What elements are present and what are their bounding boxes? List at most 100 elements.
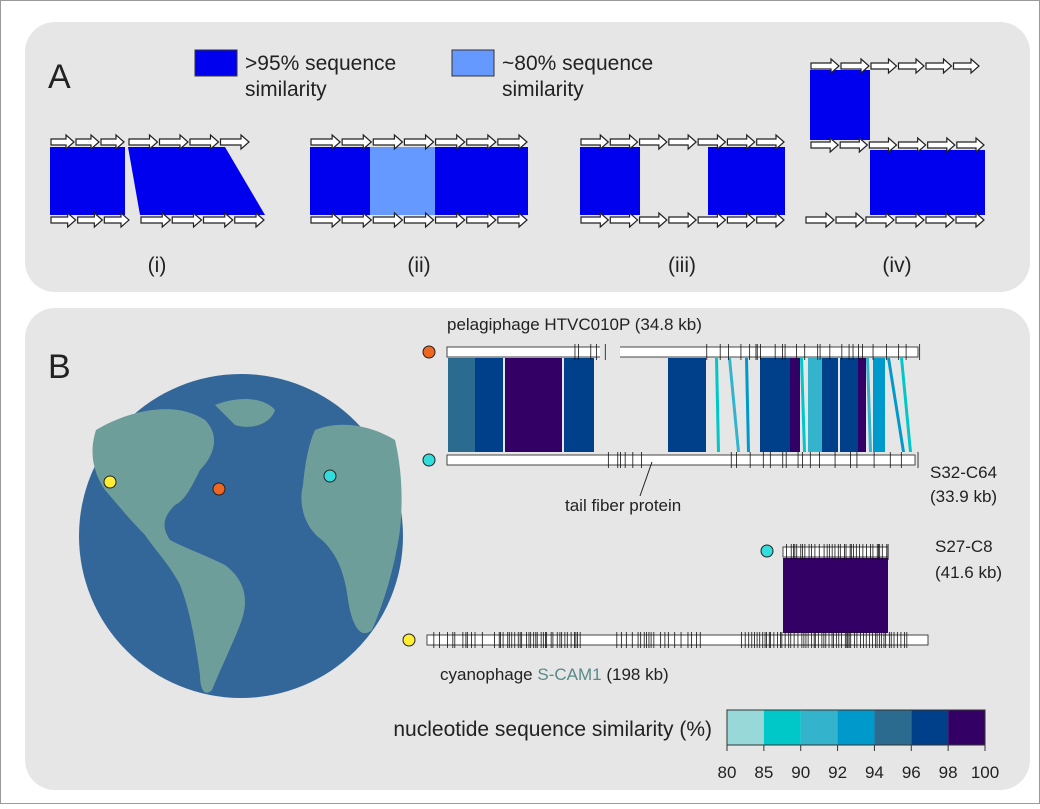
legend-text: ~80% sequence — [502, 52, 653, 75]
colorbar-tick-label: 92 — [828, 763, 847, 782]
homology-block — [760, 358, 790, 452]
gene-arrow — [868, 136, 898, 154]
homology-block — [435, 147, 528, 215]
gene-arrow — [895, 211, 925, 229]
gene-arrow — [756, 211, 785, 229]
case-label: (i) — [148, 254, 167, 277]
gene-arrow — [609, 133, 639, 151]
homology-block — [715, 358, 720, 452]
gene-arrow — [50, 211, 77, 229]
legend-text: >95% sequence — [245, 52, 396, 75]
gene-arrow — [466, 211, 497, 229]
homology-block — [873, 358, 885, 452]
colorbar-label: nucleotide sequence similarity (%) — [393, 718, 712, 741]
colorbar-tick-label: 90 — [791, 763, 810, 782]
gene-arrow — [310, 211, 342, 229]
homology-block — [370, 147, 435, 215]
colorbar-segment — [948, 710, 985, 745]
homology-block — [822, 358, 838, 452]
gene-arrow — [103, 211, 130, 229]
gene-arrow — [955, 211, 985, 229]
gene-arrow — [897, 57, 925, 75]
homology-block — [840, 358, 858, 452]
gene-arrow — [756, 133, 785, 151]
gene-arrow — [726, 133, 756, 151]
colorbar-tick-label: 85 — [754, 763, 773, 782]
homology-block — [50, 147, 125, 215]
gene-arrow — [952, 57, 980, 75]
layer: 80 85 90 92 94 96 98 100 — [50, 57, 999, 782]
gene-arrow — [77, 211, 104, 229]
homology-block — [808, 358, 822, 452]
gene-arrow — [956, 136, 985, 154]
gene-arrow — [234, 211, 265, 229]
homology-block — [790, 358, 800, 452]
gene-arrow — [897, 136, 927, 154]
legend-text: similarity — [245, 78, 327, 101]
annotation-line — [639, 461, 653, 497]
colorbar-tick-label: 96 — [902, 763, 921, 782]
colorbar-frame — [726, 709, 986, 746]
genome-label: pelagiphage HTVC010P (34.8 kb) — [447, 315, 702, 334]
gene-arrow — [403, 211, 435, 229]
genome-label: (41.6 kb) — [935, 563, 1002, 582]
gene-arrow — [835, 211, 865, 229]
genome-prefix: cyanophage — [440, 665, 533, 684]
genome-track — [426, 634, 929, 646]
genome-track — [446, 454, 916, 466]
gene-arrow — [865, 211, 895, 229]
homology-block — [448, 358, 475, 452]
colorbar-tick-label: 100 — [971, 763, 999, 782]
legend-text: similarity — [502, 78, 584, 101]
homology-block — [564, 358, 594, 452]
homology-block — [866, 358, 872, 452]
site-dot — [422, 453, 436, 467]
site-dot — [760, 544, 774, 558]
genome-name: S-CAM1 — [537, 665, 601, 684]
homology-block — [887, 358, 905, 452]
homology-block — [580, 147, 640, 215]
colorbar-segment — [874, 710, 912, 745]
homology-block — [900, 358, 912, 452]
gene-arrow — [171, 211, 203, 229]
gene-arrow — [668, 211, 698, 229]
homology-block — [800, 358, 806, 452]
gene-arrow — [202, 211, 234, 229]
gene-arrow — [840, 57, 870, 75]
colorbar-tick-label: 98 — [939, 763, 958, 782]
case-label: (iii) — [668, 254, 696, 277]
gene-arrow — [434, 133, 466, 151]
gene-arrow — [668, 133, 698, 151]
gap — [600, 346, 620, 358]
legend-swatch — [451, 49, 495, 77]
colorbar-segment — [800, 710, 838, 745]
gene-arrow — [403, 133, 435, 151]
colorbar-segment — [727, 710, 764, 745]
genome-label: S27-C8 — [935, 537, 993, 556]
panel-label: B — [48, 348, 71, 386]
gene-arrow — [497, 211, 528, 229]
site-dot — [103, 475, 117, 489]
land — [92, 409, 246, 693]
colorbar-tick-label: 80 — [718, 763, 737, 782]
gene-arrow — [434, 211, 466, 229]
panel-label: A — [48, 58, 71, 96]
gene-arrow — [810, 136, 840, 154]
gene-arrow — [697, 133, 727, 151]
site-dot — [402, 633, 416, 647]
case-label: (ii) — [407, 254, 430, 277]
gene-arrow — [372, 133, 404, 151]
annotation: tail fiber protein — [565, 496, 681, 515]
gene-arrow — [50, 133, 75, 151]
homology-block — [310, 147, 370, 215]
gene-arrow — [580, 133, 610, 151]
gene-arrow — [870, 57, 898, 75]
homology-block — [810, 70, 870, 140]
gene-arrow — [100, 133, 125, 151]
gene-arrow — [810, 57, 840, 75]
gene-arrow — [140, 211, 172, 229]
site-dot — [323, 469, 337, 483]
homology-block — [858, 358, 866, 452]
gene-arrow — [609, 211, 639, 229]
